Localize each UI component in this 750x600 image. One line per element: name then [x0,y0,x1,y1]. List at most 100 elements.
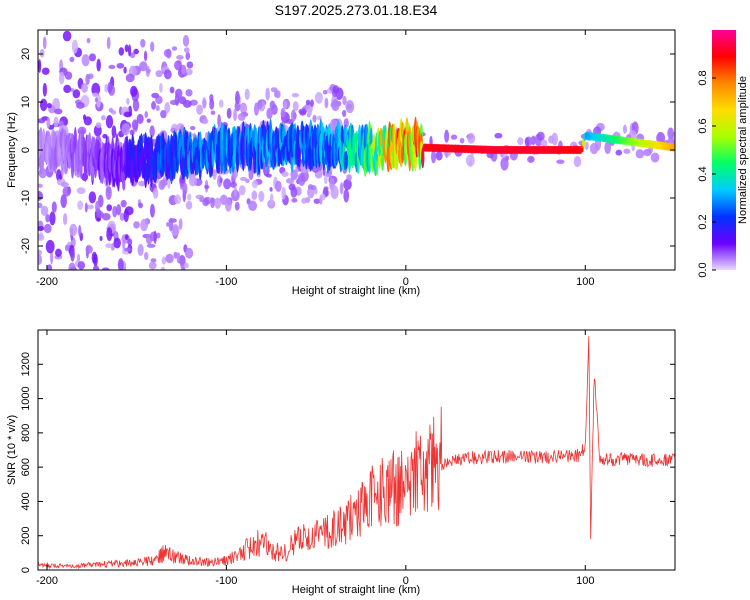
spectrogram-cell [50,250,54,265]
spectrogram-cell [116,204,122,216]
spectrogram-cell [611,137,614,141]
spectrogram-cell [124,247,132,252]
spectrogram-cell [503,148,506,152]
spectrogram-cell [536,131,545,141]
spectrogram-cell [602,136,606,140]
spectrogram-cell [99,235,103,241]
spectrogram-cell [269,100,276,110]
spectrogram-cell [313,198,321,204]
spectrogram-cell [144,111,148,119]
spectrogram-cell [621,138,625,143]
x-tick-label: 0 [403,575,409,587]
spectrogram-cell [80,83,88,93]
spectrogram-cell [280,107,286,118]
spectrogram-cell [108,64,116,70]
spectrogram-cell [201,118,209,125]
spectrogram-cell [346,174,352,181]
x-tick-label: 100 [576,575,594,587]
spectrogram-cell [131,119,139,131]
spectrogram-cell [178,96,187,105]
spectrogram-cell [524,148,528,152]
spectrogram-cell [332,85,340,94]
spectrogram-y-label: Frequency (Hz) [6,112,18,188]
spectrogram-cell [95,122,102,129]
spectrogram-cell [185,89,193,97]
spectrogram-cell [106,275,110,281]
spectrogram-cell [587,134,590,138]
spectrogram-cell [169,86,175,94]
spectrogram-cell [619,138,623,142]
spectrogram-cell [423,146,427,150]
spectrogram-cell [38,118,46,124]
spectrogram-cell [155,70,163,78]
spectrogram-cell [107,81,113,94]
spectrogram-cell [469,147,472,151]
spectrogram-cell [630,140,634,144]
spectrogram-cell [291,93,300,98]
spectrogram-cell [46,102,52,109]
spectrogram-cell [196,104,203,115]
spectrogram-cell [514,148,517,152]
spectrogram-cell [185,247,194,259]
spectrogram-cell [269,187,273,192]
spectrogram-cell [608,137,612,141]
spectrogram-x-axis: -200 -100 0 100 [36,30,594,288]
y-tick-label: 0 [20,567,32,573]
spectrogram-cell [281,186,286,200]
spectrogram-cell [151,101,156,110]
spectrogram-cell [92,92,99,97]
spectrogram-cell [494,132,503,139]
snr-marks [38,336,675,570]
spectrogram-cell [76,102,85,109]
spectrogram-cell [467,132,476,144]
spectrogram-cell [307,111,312,116]
spectrogram-cell [561,148,565,152]
spectrogram-cell [459,137,465,144]
spectrogram-cell [481,147,485,152]
spectrogram-cell [129,52,136,59]
colorbar: 0.0 0.2 0.4 0.6 0.8 Normalized spectral ampl… [697,30,749,278]
spectrogram-cell [224,198,232,212]
spectrogram-cell [550,148,554,152]
spectrogram-cell [343,188,350,203]
spectrogram-cell [120,199,127,208]
spectrogram-cell [173,251,178,259]
spectrogram-cell [527,155,535,164]
spectrogram-cell [68,262,76,270]
spectrogram-cell [133,48,139,55]
spectrogram-cell [86,204,94,210]
spectrogram-cell [451,146,455,151]
colorbar-axis: 0.0 0.2 0.4 0.6 0.8 [697,70,716,278]
spectrogram-cell [166,222,170,227]
x-tick-label: -200 [36,276,58,288]
spectrogram-cell [343,178,352,190]
spectrogram-cell [578,148,582,152]
spectrogram-cell [146,118,151,123]
spectrogram-cell [673,145,675,150]
spectrogram-cell [557,148,560,152]
spectrogram-cell [105,185,112,200]
spectrogram-cell [258,190,265,202]
spectrogram-cell [671,145,674,149]
spectrogram-cell [214,197,222,209]
spectrogram-cell [188,175,198,187]
spectrogram-cell [118,47,125,56]
snr-x-axis: -200 -100 0 100 [36,330,594,587]
spectrogram-cell [96,93,101,108]
spectrogram-cell [151,92,160,99]
spectrogram-cell [345,150,349,169]
spectrogram-cell [460,147,463,151]
spectrogram-cell [323,186,329,191]
x-tick-label: -100 [215,276,237,288]
spectrogram-cell [140,218,148,232]
spectrogram-cell [574,148,578,152]
spectrogram-cell [647,142,651,146]
spectrogram-cell [444,129,450,143]
spectrogram-cell [428,146,431,150]
spectrogram-cell [505,148,509,152]
spectrogram-cell [123,66,127,74]
spectrogram-cell [443,146,446,150]
snr-panel: -200 -100 0 100 0 200 400 600 800 1000 1200 Heigh… [6,329,676,596]
snr-y-axis: 0 200 400 600 800 1000 1200 [20,352,675,573]
colorbar-label: Normalized spectral amplitude [737,76,749,224]
